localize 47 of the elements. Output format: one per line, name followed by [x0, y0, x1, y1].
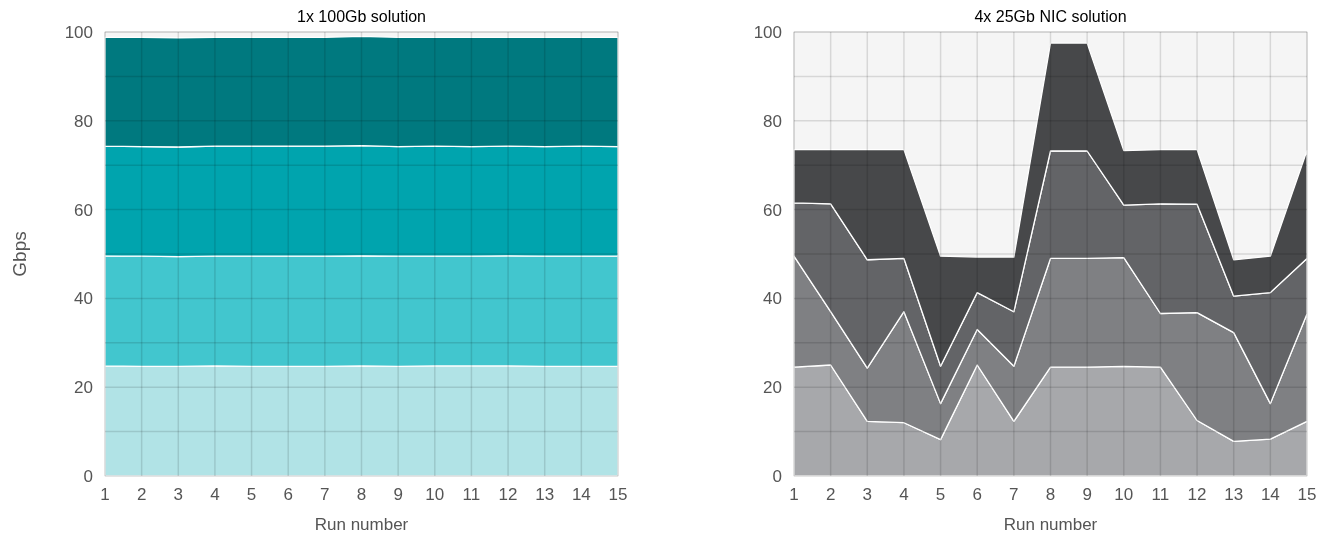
x-tick-label: 8 [1045, 485, 1056, 504]
x-tick-label: 13 [1224, 485, 1244, 504]
x-axis-title: Run number [314, 515, 409, 534]
x-tick-label: 2 [825, 485, 836, 504]
x-tick-label: 7 [1009, 485, 1019, 504]
x-tick-label: 9 [393, 485, 403, 504]
y-tick-label: 60 [74, 200, 93, 220]
x-tick-label: 1 [100, 485, 110, 504]
x-tick-label: 3 [862, 485, 873, 504]
y-tick-label: 40 [763, 289, 782, 309]
x-tick-label: 15 [608, 485, 628, 504]
chart-title: 1x 100Gb solution [297, 8, 426, 25]
y-tick-label: 0 [83, 466, 93, 486]
x-tick-label: 4 [899, 485, 909, 504]
x-tick-label: 3 [173, 485, 184, 504]
x-tick-label: 12 [498, 485, 518, 504]
x-tick-label: 14 [1260, 485, 1280, 504]
chart-title: 4x 25Gb NIC solution [974, 8, 1127, 25]
y-tick-label: 20 [74, 378, 93, 398]
y-tick-label: 100 [64, 22, 93, 42]
x-tick-label: 6 [283, 485, 293, 504]
x-tick-label: 11 [462, 485, 481, 504]
x-tick-label: 10 [1114, 485, 1134, 504]
x-tick-label: 2 [136, 485, 147, 504]
x-axis-title: Run number [1003, 515, 1098, 534]
y-tick-label: 20 [763, 378, 782, 398]
x-tick-label: 10 [425, 485, 445, 504]
x-tick-label: 4 [210, 485, 220, 504]
x-tick-label: 8 [356, 485, 367, 504]
y-axis-title: Gbps [9, 231, 30, 277]
x-tick-label: 12 [1187, 485, 1207, 504]
x-tick-label: 14 [571, 485, 591, 504]
x-tick-label: 5 [246, 485, 257, 504]
y-tick-label: 60 [763, 200, 782, 220]
x-tick-label: 1 [789, 485, 799, 504]
x-tick-label: 5 [935, 485, 946, 504]
x-tick-label: 13 [535, 485, 555, 504]
y-tick-label: 80 [74, 111, 93, 131]
x-tick-label: 15 [1297, 485, 1317, 504]
y-tick-label: 40 [74, 289, 93, 309]
y-tick-label: 100 [753, 22, 782, 42]
x-tick-label: 6 [972, 485, 982, 504]
x-tick-label: 9 [1082, 485, 1092, 504]
x-tick-label: 7 [320, 485, 330, 504]
x-tick-label: 11 [1151, 485, 1170, 504]
y-tick-label: 80 [763, 111, 782, 131]
y-tick-label: 0 [772, 466, 782, 486]
